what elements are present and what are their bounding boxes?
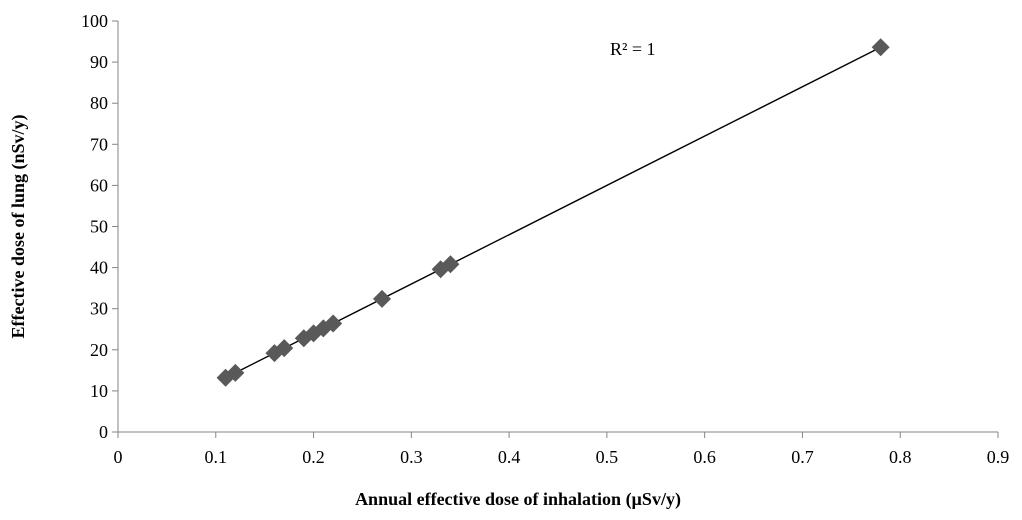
y-tick-label: 60	[90, 175, 108, 195]
data-point	[871, 38, 890, 57]
x-tick-label: 0.1	[205, 447, 228, 467]
x-tick-label: 0.4	[498, 447, 521, 467]
x-tick-label: 0.3	[400, 447, 423, 467]
x-axis-title: Annual effective dose of inhalation (µSv…	[355, 489, 681, 510]
y-tick-label: 50	[90, 217, 108, 237]
x-tick-label: 0.9	[987, 447, 1010, 467]
y-tick-label: 20	[90, 340, 108, 360]
x-axis-ticks: 0 0.1 0.2 0.3 0.4 0.5 0.6 0.7 0.8 0.9	[114, 432, 1010, 467]
x-tick-label: 0.2	[302, 447, 325, 467]
y-tick-label: 30	[90, 299, 108, 319]
y-tick-label: 90	[90, 52, 108, 72]
data-point	[373, 289, 391, 308]
y-tick-label: 40	[90, 258, 108, 278]
x-tick-label: 0.5	[596, 447, 619, 467]
y-tick-label: 100	[81, 11, 108, 31]
y-tick-label: 0	[99, 422, 108, 442]
y-axis-ticks: 0 10 20 30 40 50 60 70 80 90 100	[81, 11, 118, 442]
y-tick-label: 70	[90, 134, 108, 154]
data-point	[324, 314, 343, 333]
y-tick-label: 10	[90, 381, 108, 401]
r-squared-annotation: R² = 1	[610, 39, 656, 59]
data-point	[275, 339, 294, 358]
x-tick-label: 0	[114, 447, 123, 467]
x-tick-label: 0.7	[791, 447, 814, 467]
y-tick-label: 80	[90, 93, 108, 113]
y-axis-title: Effective dose of lung (nSv/y)	[8, 115, 29, 339]
data-point	[226, 363, 245, 382]
data-points	[216, 38, 890, 387]
x-tick-label: 0.6	[693, 447, 716, 467]
data-point	[441, 255, 460, 274]
x-tick-label: 0.8	[889, 447, 912, 467]
